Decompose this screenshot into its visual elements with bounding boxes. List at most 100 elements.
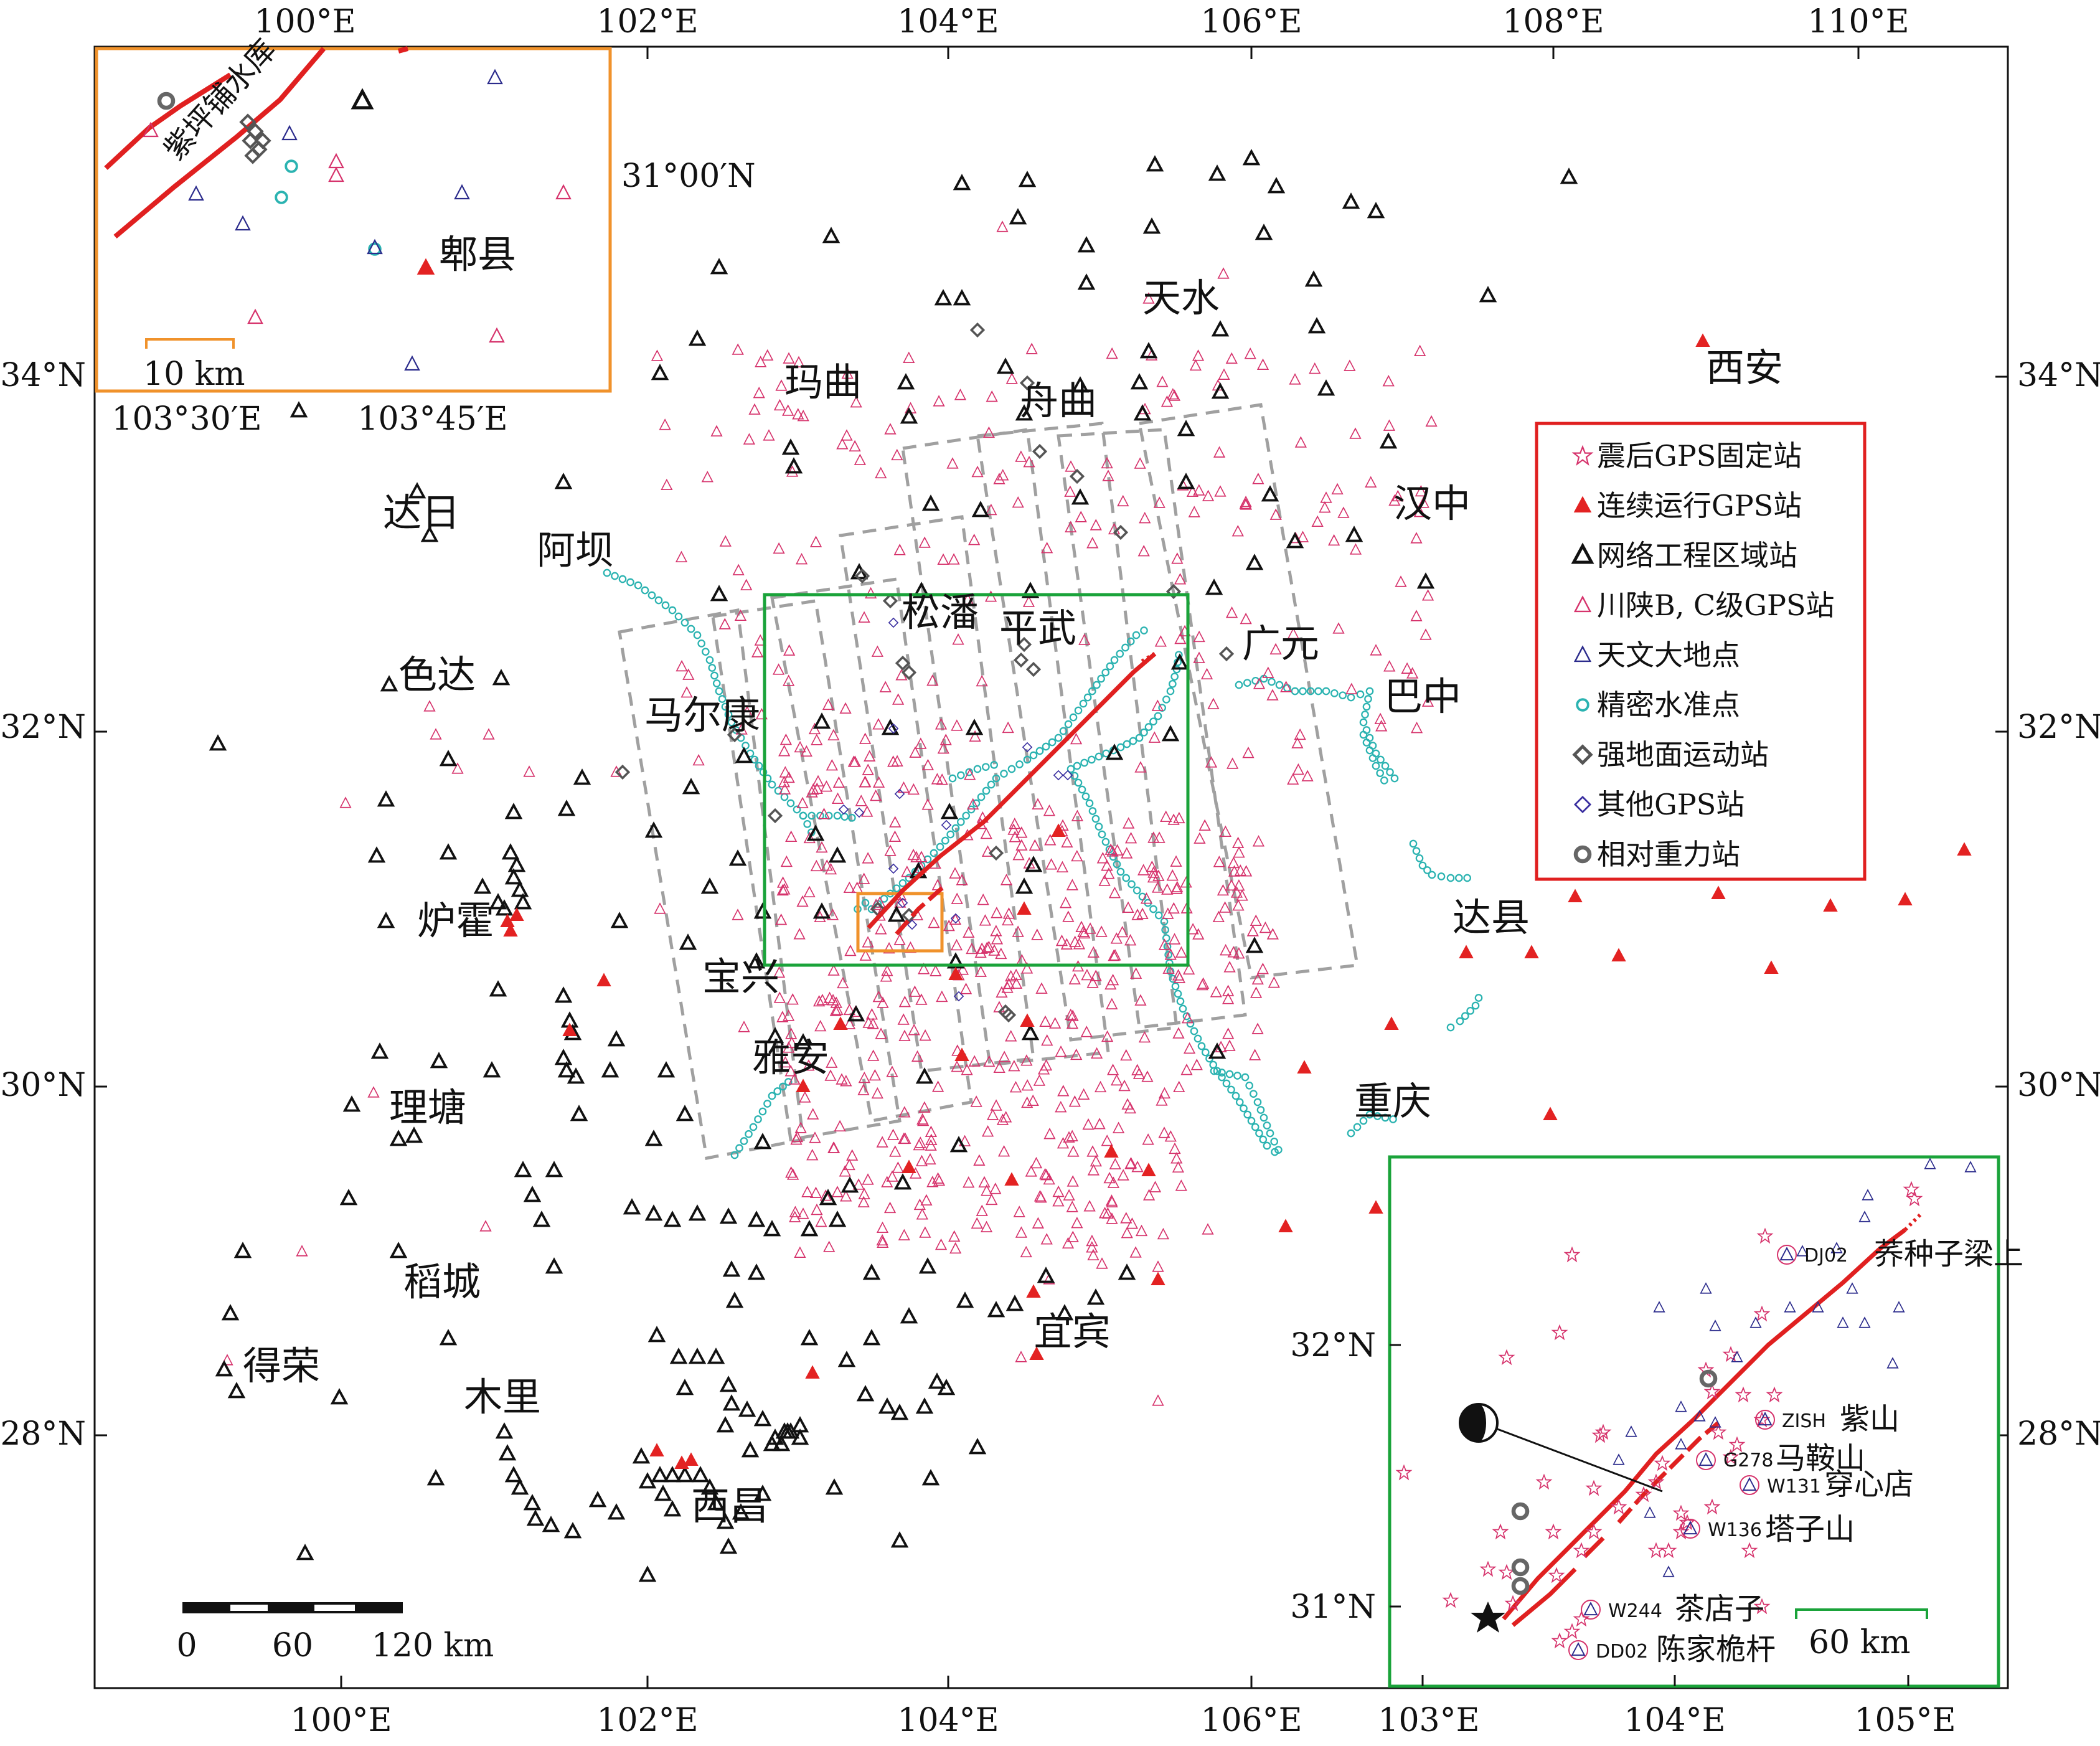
leveling-point-icon [680,618,689,627]
network-station-icon [923,496,939,511]
bc-gps-station-icon [1332,623,1345,634]
bc-gps-station-icon [1141,893,1152,904]
bc-gps-station-icon [952,633,964,645]
station-name: 茶店子 [1675,1592,1764,1626]
bc-gps-station-icon [1349,428,1362,439]
leveling-point-icon [1015,760,1024,768]
leveling-point-icon [1085,799,1094,808]
continuous-gps-icon [902,1159,916,1173]
leveling-point-icon [1095,823,1103,831]
network-station-icon [524,1187,540,1202]
bc-gps-station-icon [826,760,838,771]
bc-gps-station-icon [1057,1137,1069,1149]
bc-gps-station-icon [862,1174,874,1185]
bc-gps-station-icon [1014,1206,1025,1217]
city-label: 木里 [464,1374,541,1420]
bc-gps-station-icon [1057,861,1068,873]
network-station-icon [755,1134,771,1149]
bc-gps-station-icon [849,440,861,452]
bc-gps-station-icon [1121,1227,1133,1239]
network-station-icon [546,1258,562,1274]
left-latitude-labels: 34°N 32°N 30°N 28°N [0,357,86,1453]
leveling-point-icon [1353,1123,1362,1131]
network-station-icon [951,1137,967,1153]
city-label: 达日 [383,490,460,536]
network-station-icon [633,1448,649,1464]
bc-gps-station-icon [296,1245,308,1257]
bc-gps-station-icon [1104,978,1116,990]
leveling-point-icon [1364,695,1372,703]
leveling-point-icon [708,664,717,672]
city-label: 重庆 [1354,1078,1431,1124]
network-station-icon [228,1383,245,1399]
bc-gps-station-icon [1199,819,1211,831]
bc-gps-station-icon [1034,1191,1046,1202]
bc-gps-station-icon [1217,268,1230,279]
bc-gps-station-icon [991,1100,1002,1111]
continuous-gps-icon [1020,1013,1035,1027]
bc-gps-station-icon [872,719,885,730]
top-longitude-labels: 100°E 102°E 104°E 106°E 108°E 110°E [254,3,1909,40]
bc-gps-station-icon [1245,348,1256,359]
station-code: DD02 [1596,1641,1648,1663]
bc-gps-station-icon [1071,850,1083,862]
lon-label: 100°E [290,1702,392,1739]
bc-gps-station-icon [794,1247,806,1258]
lon-label: 102°E [596,1702,698,1739]
leveling-point-icon [1091,814,1100,823]
network-station-icon [689,1206,705,1221]
leveling-point-icon [1171,982,1180,991]
bc-gps-station-icon [1302,770,1314,781]
continuous-gps-icon [1764,960,1779,974]
bc-gps-station-icon [1041,1234,1053,1245]
bc-gps-station-icon [946,458,959,469]
bc-gps-station-icon [1169,1143,1181,1154]
leveling-point-icon [1347,693,1355,702]
bc-gps-station-icon [1152,1261,1164,1272]
continuous-gps-icon [1278,1219,1293,1232]
bc-gps-station-icon [1213,446,1225,458]
leveling-point-icon [799,811,808,820]
city-label: 广元 [1242,621,1319,666]
network-station-icon [1309,318,1325,334]
inset-end-label: 荞种子梁上 [1874,1237,2023,1272]
leveling-point-icon [1222,1079,1231,1088]
station-code: ZISH [1782,1410,1826,1432]
strong-motion-icon [970,323,985,337]
bc-gps-station-icon [1156,1095,1168,1106]
network-station-icon [331,1389,347,1405]
network-station-icon [1368,203,1384,219]
bc-gps-station-icon [1090,519,1102,531]
bc-gps-station-icon [1071,1217,1083,1229]
bc-gps-station-icon [1180,1064,1193,1075]
network-station-icon [1243,150,1260,166]
leveling-point-icon [618,575,627,583]
network-station-icon [558,1062,575,1078]
bc-gps-station-icon [1232,525,1244,537]
leveling-point-icon [611,572,619,580]
network-station-icon [1088,1290,1104,1305]
bc-gps-station-icon [1226,606,1238,618]
network-station-icon [929,1374,945,1389]
network-station-icon [512,882,528,897]
continuous-gps-icon [684,1452,699,1466]
network-station-icon [1256,225,1272,240]
leveling-point-icon [1042,742,1050,751]
bc-gps-station-icon [1081,1026,1093,1037]
network-station-icon [474,879,491,894]
network-station-icon [440,844,456,860]
bc-gps-station-icon [1075,511,1087,522]
bc-gps-station-icon [1213,911,1225,923]
bc-gps-station-icon [920,1029,931,1041]
leveling-point-icon [626,578,634,587]
continuous-gps-icon [1524,945,1539,958]
bc-gps-station-icon [814,1020,826,1032]
lat-label: 34°N [2017,357,2100,394]
leveling-point-icon [1291,687,1299,696]
leveling-point-icon [1365,687,1374,696]
network-station-icon [546,1162,562,1177]
bc-gps-station-icon [1233,846,1245,858]
bc-gps-station-icon [1035,983,1048,994]
network-station-icon [723,1262,740,1277]
city-label: 天水 [1142,275,1220,321]
